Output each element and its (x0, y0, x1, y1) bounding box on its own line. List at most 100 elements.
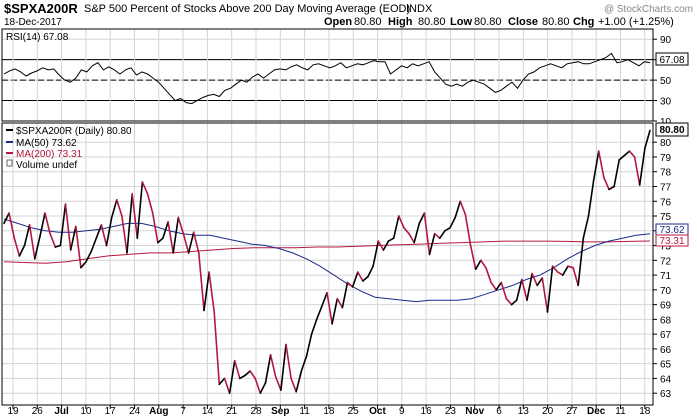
price-segment (233, 359, 241, 380)
price-segment (341, 281, 349, 309)
price-segment (608, 185, 615, 191)
price-segment (541, 277, 549, 313)
price-segment (110, 199, 118, 219)
price-segment (485, 266, 492, 284)
price-segment (80, 260, 87, 269)
x-tick-label: 11 (299, 406, 310, 417)
price-axis: 636465666768697071727374757677787980 (653, 138, 672, 400)
low-label: Low (450, 16, 472, 28)
price-segment (613, 159, 621, 188)
price-segment (474, 259, 482, 271)
legend-volume: Volume undef (16, 160, 77, 171)
price-segment (269, 353, 277, 378)
price-segment (23, 224, 31, 247)
price-segment (310, 318, 318, 335)
x-tick-label: 27 (566, 406, 578, 417)
price-segment (633, 156, 641, 186)
price-segment (367, 265, 374, 278)
price-tick-label: 69 (660, 301, 672, 312)
price-segment (274, 376, 282, 392)
price-segment (300, 355, 308, 372)
price-tick-label: 77 (660, 182, 672, 193)
price-segment (290, 377, 298, 393)
price-segment (177, 216, 185, 235)
price-tick-label: 71 (660, 271, 672, 282)
price-segment (500, 281, 508, 300)
x-tick-label: 21 (226, 406, 238, 417)
price-segment (208, 271, 215, 313)
price-segment (356, 271, 364, 282)
price-segment (95, 224, 103, 239)
legend-ma200: MA(200) 73.31 (16, 149, 83, 160)
x-tick-label: Dec (587, 406, 606, 417)
price-segment (295, 370, 303, 393)
x-tick-label: 13 (518, 406, 530, 417)
price-segment (315, 305, 323, 321)
x-tick-label: 17 (105, 406, 117, 417)
price-segment (587, 179, 595, 217)
x-tick-label: Aug (149, 406, 168, 417)
price-segment (454, 200, 462, 219)
price-segment (280, 343, 287, 392)
price-segment (305, 333, 313, 358)
price-segment (264, 353, 272, 384)
x-tick-label: 16 (421, 406, 433, 417)
price-segment (223, 377, 231, 395)
price-segment (459, 200, 467, 216)
price-segment (510, 299, 518, 306)
price-segment (520, 278, 528, 302)
price-segment (228, 359, 236, 395)
price-segment (387, 237, 395, 242)
price-segment (18, 244, 26, 257)
price-segment (44, 212, 51, 235)
x-tick-label: Oct (369, 406, 386, 417)
price-tick-label: 70 (660, 286, 672, 297)
price-segment (187, 231, 195, 254)
low-value: 80.80 (474, 16, 502, 28)
high-value: 80.80 (418, 16, 446, 28)
price-segment (218, 377, 226, 386)
x-tick-label: 20 (542, 406, 554, 417)
x-tick-label: 18 (639, 406, 651, 417)
rsi-tick-label: 50 (660, 76, 672, 87)
price-segment (141, 181, 149, 195)
price-segment (438, 230, 446, 239)
price-segment (105, 216, 113, 247)
price-segment (449, 216, 457, 229)
high-label: High (388, 16, 413, 28)
x-tick-label: 9 (399, 406, 405, 417)
price-segment (167, 221, 174, 254)
x-tick-label: Nov (465, 406, 484, 417)
price-segment (515, 278, 523, 302)
price-segment (213, 311, 221, 386)
price-panel-frame (1, 122, 654, 406)
price-segment (259, 382, 267, 395)
price-segment (428, 232, 436, 256)
price-segment (75, 225, 82, 269)
price-segment (495, 281, 503, 291)
price-tick-label: 67 (660, 330, 672, 341)
price-segment (577, 237, 585, 287)
price-segment (33, 235, 41, 260)
price-segment (418, 212, 426, 225)
price-segment (146, 193, 154, 214)
price-segment (362, 275, 369, 282)
rsi-last-value: 67.08 (659, 55, 684, 66)
price-segment (644, 129, 651, 149)
price-segment (64, 203, 72, 251)
x-tick-label: 28 (250, 406, 262, 417)
price-segment (54, 244, 62, 248)
price-segment (536, 277, 544, 287)
price-segment (479, 259, 487, 269)
chg-value: +1.00 (+1.25%) (598, 16, 674, 28)
price-last-value-box (655, 122, 689, 137)
price-legend: $SPXA200R (Daily) 80.80 MA(50) 73.62 MA(… (6, 126, 132, 171)
price-segment (172, 216, 180, 254)
date: 18-Dec-2017 (4, 17, 62, 28)
price-segment (59, 203, 67, 247)
open-label: Open (324, 16, 352, 28)
price-tick-label: 64 (660, 374, 672, 385)
price-tick-label: 66 (660, 345, 672, 356)
